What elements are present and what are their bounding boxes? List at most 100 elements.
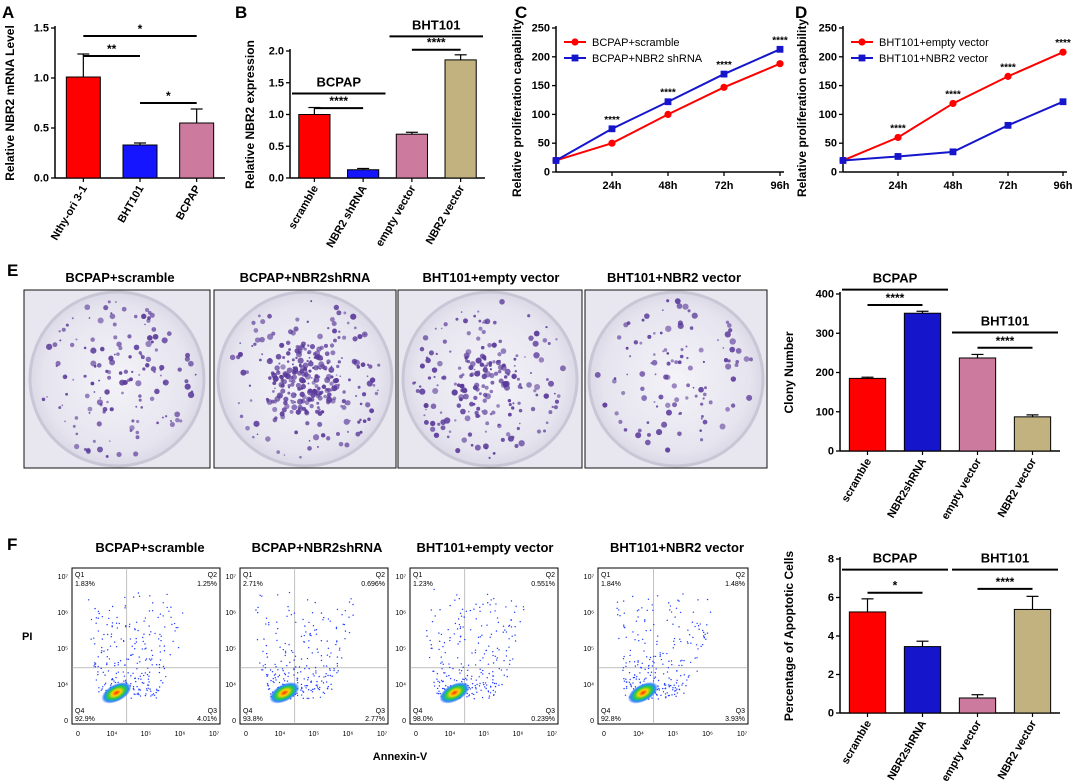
colony-spot (532, 340, 539, 347)
colony-spot (249, 399, 253, 402)
y-tick-label: 1.0 (269, 109, 284, 121)
flow-event (319, 686, 321, 689)
flow-event (98, 691, 100, 693)
flow-event (493, 597, 495, 600)
flow-event (438, 681, 441, 684)
colony-spot (266, 399, 270, 403)
colony-spot (175, 417, 180, 423)
flow-event (137, 692, 139, 695)
flow-event (472, 693, 475, 696)
colony-spot (140, 355, 145, 360)
flow-event (149, 659, 152, 661)
data-point (776, 45, 784, 53)
flow-x-tick-label: 10⁵ (309, 731, 320, 738)
colony-spot (289, 409, 294, 414)
y-tick-label: 50 (538, 138, 550, 150)
colony-spot (145, 363, 150, 368)
flow-event (111, 622, 114, 624)
flow-event (654, 655, 657, 658)
colony-spot (52, 342, 58, 348)
colony-spot (331, 321, 337, 327)
colony-spot (458, 394, 465, 401)
flow-event (489, 604, 491, 606)
colony-spot (665, 374, 671, 380)
flow-event (119, 660, 122, 662)
colony-spot (618, 419, 623, 425)
colony-spot (484, 430, 487, 433)
colony-spot (304, 400, 310, 406)
flow-event (348, 631, 351, 634)
flow-event (287, 675, 289, 678)
colony-spot (280, 364, 286, 370)
y-tick-label: 1.5 (34, 23, 49, 35)
flow-event (125, 625, 127, 627)
bar (958, 357, 997, 452)
colony-spot (290, 382, 295, 387)
colony-spot (307, 351, 310, 355)
flow-event (494, 691, 497, 693)
flow-event (438, 632, 440, 634)
flow-event (171, 623, 173, 626)
flow-event (336, 656, 339, 658)
colony-spot (652, 353, 656, 356)
flow-event (257, 606, 259, 609)
flow-event (640, 666, 642, 669)
colony-spot (613, 377, 617, 380)
flow-event (273, 674, 276, 676)
flow-event (481, 634, 483, 636)
flow-event (132, 687, 135, 690)
flow-event (628, 681, 631, 684)
colony-spot (169, 420, 173, 423)
flow-event (155, 663, 158, 666)
colony-spot (543, 393, 550, 399)
quadrant-q2-value: 1.25% (197, 581, 217, 588)
panel-label-a: A (2, 3, 14, 22)
flow-event (618, 609, 620, 611)
flow-event (623, 687, 625, 690)
flow-event (463, 616, 465, 618)
flow-event (498, 684, 500, 686)
flow-event (94, 662, 96, 664)
flow-event (174, 630, 176, 632)
flow-event (675, 682, 678, 684)
colony-spot (150, 366, 157, 372)
flow-event (115, 622, 118, 624)
colony-spot (626, 373, 629, 376)
flow-event (673, 684, 675, 686)
flow-event (146, 673, 149, 676)
flow-event (306, 697, 308, 699)
flow-event (159, 651, 162, 653)
flow-event (293, 612, 296, 614)
colony-spot (312, 352, 317, 356)
flow-event (95, 679, 98, 681)
flow-event (629, 683, 632, 685)
flow-event (470, 629, 472, 631)
colony-spot (118, 371, 123, 375)
data-point (1059, 48, 1067, 56)
flow-event (673, 693, 676, 696)
colony-spot (106, 400, 109, 404)
colony-dish (584, 289, 768, 469)
colony-spot (96, 363, 102, 368)
flow-x-tick-label: 10⁶ (702, 731, 713, 738)
flow-event (505, 650, 508, 652)
colony-spot (93, 391, 96, 393)
flow-event (676, 692, 679, 694)
flow-event (434, 615, 436, 617)
flow-event (154, 632, 156, 635)
colony-spot (135, 435, 140, 440)
flow-event (288, 609, 290, 612)
flow-event (681, 659, 683, 662)
flow-event (474, 652, 477, 654)
flow-frame (239, 567, 389, 725)
flow-event (352, 603, 354, 606)
colony-spot (474, 370, 481, 377)
colony-spot (468, 365, 474, 371)
flow-event (656, 640, 658, 643)
flow-event (296, 672, 299, 674)
flow-event (315, 670, 317, 672)
flow-event (325, 673, 327, 675)
colony-spot (463, 393, 469, 400)
flow-event (514, 626, 516, 628)
